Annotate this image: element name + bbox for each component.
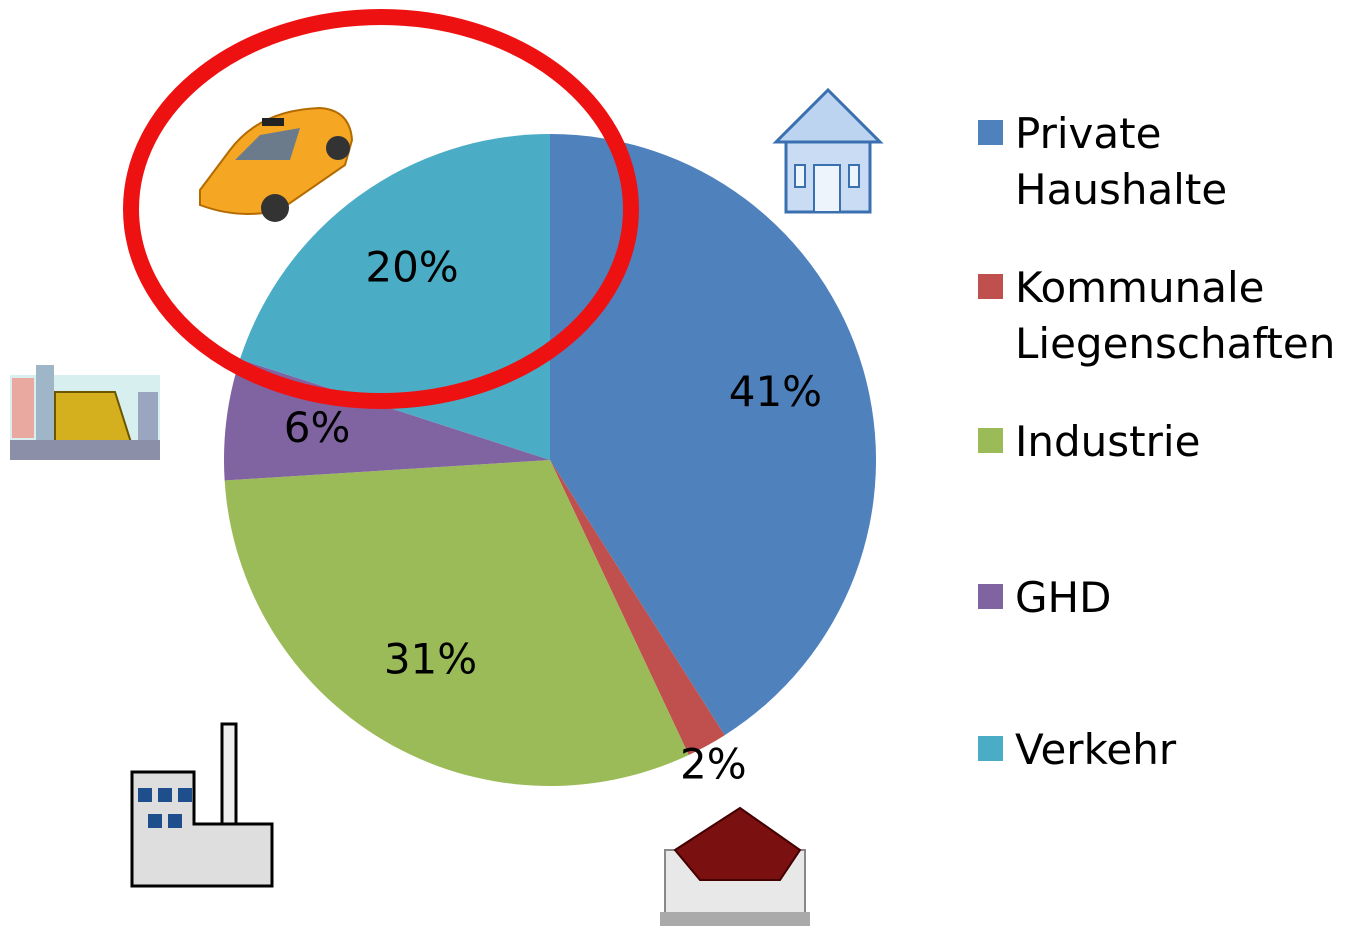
pie-slice — [550, 460, 725, 755]
legend-label: Verkehr — [1015, 725, 1177, 774]
pie-slice — [550, 134, 876, 736]
legend-label: GHD — [1015, 573, 1112, 622]
legend-item: Verkehr — [978, 722, 1362, 778]
legend-swatch — [978, 428, 1003, 453]
legend-swatch — [978, 120, 1003, 145]
house-icon — [772, 87, 884, 214]
pie-slice — [239, 134, 551, 460]
legend-swatch — [978, 736, 1003, 761]
legend-item: GHD — [978, 570, 1362, 626]
legend-swatch — [978, 584, 1003, 609]
legend-item: Kommunale Liegenschaften — [978, 260, 1362, 372]
data-labels: 41% 2% 31% 6% 20% — [284, 243, 822, 789]
data-label: 20% — [365, 243, 458, 292]
highlight-ellipse — [123, 9, 639, 409]
pie-slice — [224, 460, 689, 786]
data-label: 41% — [729, 367, 822, 416]
legend-item: Industrie — [978, 414, 1362, 470]
legend-swatch — [978, 274, 1003, 299]
factory-icon — [130, 722, 274, 888]
building-icon — [660, 806, 810, 926]
legend-label: Industrie — [1015, 417, 1201, 466]
pie — [223, 134, 876, 786]
car-icon — [199, 106, 354, 222]
data-label: 31% — [384, 635, 477, 684]
data-label: 2% — [680, 740, 747, 789]
shop-icon — [10, 365, 160, 460]
legend-label: Private Haushalte — [1015, 109, 1228, 214]
legend-item: Private Haushalte — [978, 106, 1362, 218]
legend-label: Kommunale Liegenschaften — [1015, 263, 1336, 368]
data-label: 6% — [284, 403, 351, 452]
